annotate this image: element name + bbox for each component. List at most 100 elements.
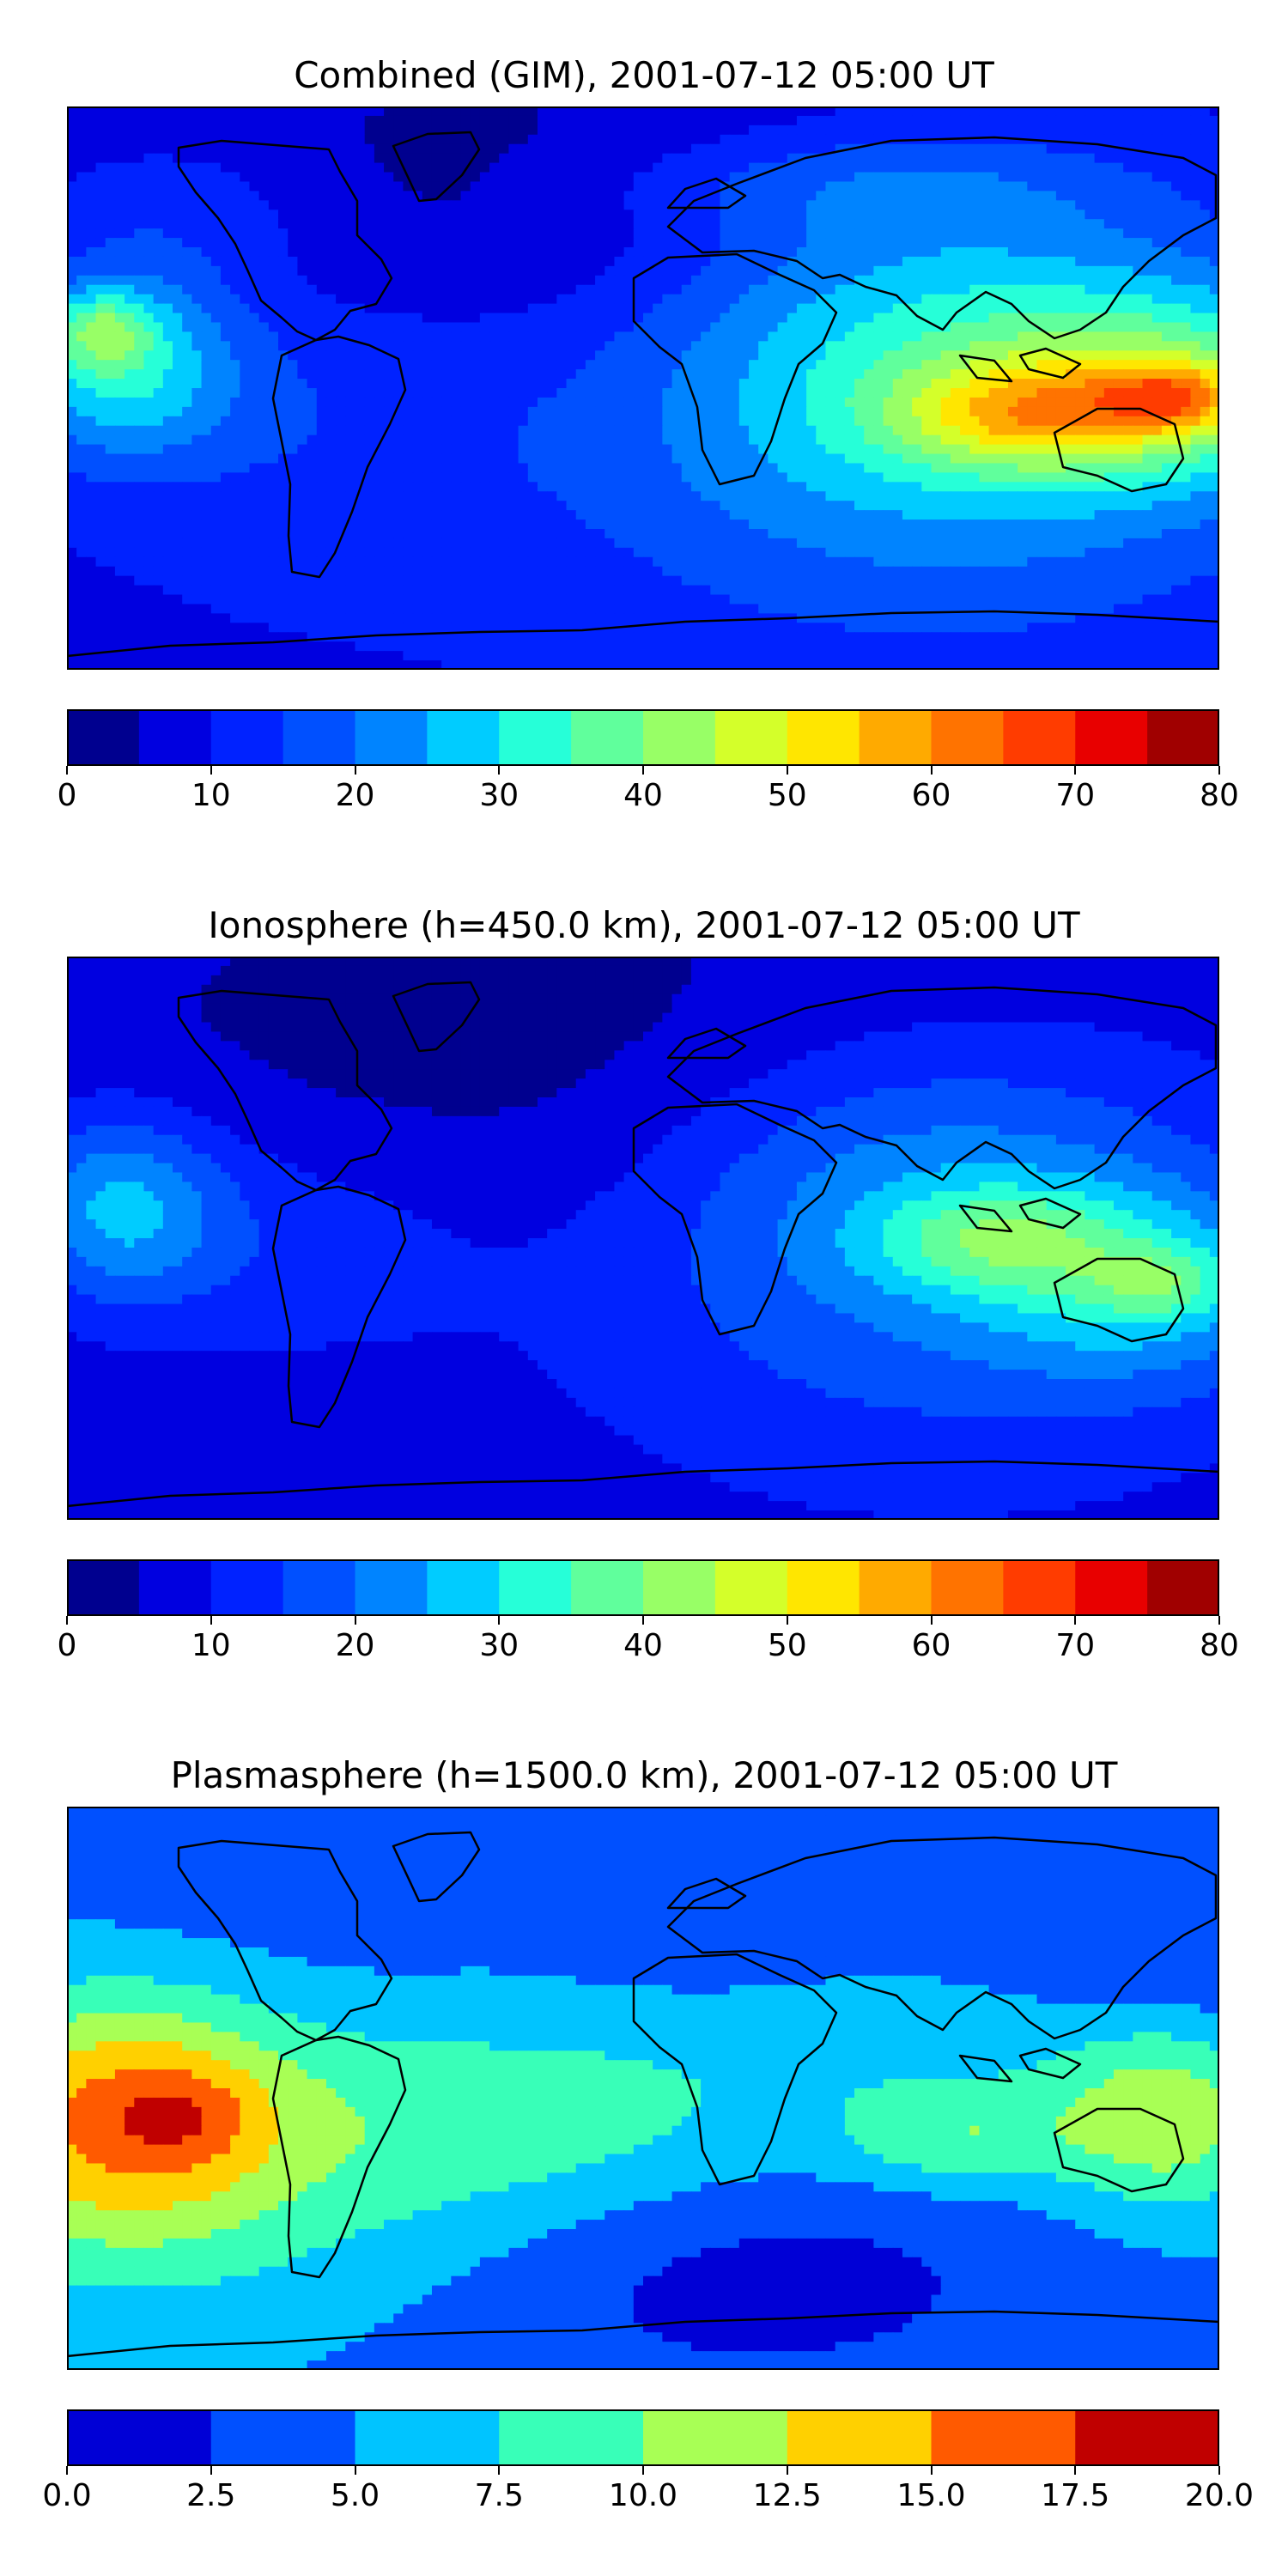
ionosphere-colorbar-tick xyxy=(642,1616,644,1625)
ionosphere-colorbar-segment xyxy=(283,1559,355,1616)
ionosphere-colorbar-tick xyxy=(498,1616,501,1625)
plasmasphere-colorbar-tick xyxy=(66,2466,68,2475)
plasmasphere-colorbar-tick-label: 15.0 xyxy=(896,2478,965,2513)
plasmasphere-colorbar-tick xyxy=(1074,2466,1077,2475)
combined-gim-colorbar-tick-label: 10 xyxy=(191,778,231,813)
plasmasphere-colorbar-ticks: 0.0 2.5 5.0 7.5 10.0 12.5 15.0 17.5 20.0 xyxy=(42,2466,1254,2535)
plasmasphere-colorbar-segment xyxy=(67,2409,212,2466)
plasmasphere-colorbar-tick xyxy=(498,2466,501,2475)
plasmasphere-title: Plasmasphere (h=1500.0 km), 2001-07-12 0… xyxy=(0,1750,1288,1801)
ionosphere-colorbar-segment xyxy=(859,1559,932,1616)
plasmasphere-colorbar-segment xyxy=(931,2409,1076,2466)
combined-gim-colorbar-tick-label: 40 xyxy=(623,778,663,813)
plasmasphere-colorbar xyxy=(67,2409,1219,2466)
combined-gim-colorbar-tick-label: 70 xyxy=(1055,778,1095,813)
ionosphere-colorbar-segment xyxy=(1147,1559,1219,1616)
combined-gim-colorbar-segment xyxy=(1003,709,1076,766)
combined-gim-colorbar-segment xyxy=(138,709,212,766)
combined-gim-colorbar-tick xyxy=(786,766,788,775)
ionosphere-colorbar-segment xyxy=(138,1559,212,1616)
ionosphere-colorbar-tick-label: 60 xyxy=(912,1628,951,1663)
combined-gim-colorbar-tick xyxy=(642,766,644,775)
plasmasphere-colorbar-tick-label: 10.0 xyxy=(609,2478,677,2513)
plasmasphere-colorbar-tick-label: 0.0 xyxy=(42,2478,91,2513)
ionosphere-coastlines xyxy=(67,981,1219,1508)
plasmasphere-colorbar-tick xyxy=(786,2466,788,2475)
combined-gim-colorbar-segment xyxy=(787,709,860,766)
combined-gim-colorbar-segment xyxy=(1147,709,1219,766)
combined-gim-colorbar-segment xyxy=(643,709,716,766)
ionosphere-colorbar-segment xyxy=(499,1559,572,1616)
ionosphere-field xyxy=(67,957,1219,1520)
plasmasphere-colorbar-tick xyxy=(354,2466,356,2475)
combined-gim-colorbar-segment xyxy=(571,709,644,766)
plasmasphere-colorbar-segment xyxy=(787,2409,932,2466)
combined-gim-colorbar-segment xyxy=(714,709,788,766)
ionosphere-colorbar-tick xyxy=(66,1616,68,1625)
plasmasphere-field xyxy=(67,1807,1219,2370)
ionosphere-colorbar-tick xyxy=(1218,1616,1220,1625)
combined-gim-colorbar-tick-label: 30 xyxy=(479,778,519,813)
combined-gim-colorbar xyxy=(67,709,1219,766)
combined-gim-colorbar-tick xyxy=(930,766,933,775)
ionosphere-colorbar-tick-label: 80 xyxy=(1200,1628,1239,1663)
combined-gim-field xyxy=(67,106,1219,670)
combined-gim-colorbar-tick xyxy=(354,766,356,775)
ionosphere-colorbar xyxy=(67,1559,1219,1616)
ionosphere-colorbar-segment xyxy=(714,1559,788,1616)
combined-gim-colorbar-segment xyxy=(1075,709,1148,766)
ionosphere-colorbar-tick-label: 50 xyxy=(768,1628,807,1663)
ionosphere-colorbar-tick xyxy=(930,1616,933,1625)
ionosphere-colorbar-tick xyxy=(786,1616,788,1625)
ionosphere-colorbar-segment xyxy=(643,1559,716,1616)
combined-gim-colorbar-segment xyxy=(210,709,284,766)
combined-gim-colorbar-tick xyxy=(210,766,212,775)
ionosphere-colorbar-tick xyxy=(210,1616,212,1625)
combined-gim-colorbar-segment xyxy=(859,709,932,766)
ionosphere-colorbar-segment xyxy=(210,1559,284,1616)
combined-gim-colorbar-segment xyxy=(499,709,572,766)
plasmasphere-colorbar-tick-label: 5.0 xyxy=(331,2478,380,2513)
ionosphere-colorbar-segment xyxy=(571,1559,644,1616)
plasmasphere-colorbar-tick xyxy=(642,2466,644,2475)
plasmasphere-colorbar-tick xyxy=(210,2466,212,2475)
plasmasphere-colorbar-tick-label: 12.5 xyxy=(753,2478,822,2513)
plasmasphere-colorbar-tick-label: 2.5 xyxy=(186,2478,235,2513)
ionosphere-colorbar-segment xyxy=(67,1559,140,1616)
combined-gim-colorbar-tick-label: 20 xyxy=(336,778,375,813)
combined-gim-colorbar-ticks: 0 10 20 30 40 50 60 70 80 xyxy=(58,766,1239,835)
plasmasphere-colorbar-tick xyxy=(1218,2466,1220,2475)
combined-gim-map xyxy=(67,106,1219,670)
ionosphere-colorbar-tick-label: 70 xyxy=(1055,1628,1095,1663)
combined-gim-colorbar-tick xyxy=(1218,766,1220,775)
ionosphere-colorbar-segment xyxy=(1003,1559,1076,1616)
combined-gim-colorbar-tick-label: 0 xyxy=(58,778,77,813)
ionosphere-colorbar-tick xyxy=(354,1616,356,1625)
combined-gim-coastlines xyxy=(67,131,1219,658)
plasmasphere-colorbar-tick-label: 17.5 xyxy=(1041,2478,1109,2513)
plasmasphere-coastlines xyxy=(67,1831,1219,2358)
combined-gim-colorbar-tick xyxy=(498,766,501,775)
combined-gim-colorbar-tick-label: 80 xyxy=(1200,778,1239,813)
plasmasphere-colorbar-segment xyxy=(643,2409,788,2466)
combined-gim-colorbar-segment xyxy=(355,709,428,766)
ionosphere-colorbar-tick-label: 20 xyxy=(336,1628,375,1663)
combined-gim-colorbar-segment xyxy=(427,709,500,766)
ionosphere-colorbar-segment xyxy=(427,1559,500,1616)
ionosphere-title: Ionosphere (h=450.0 km), 2001-07-12 05:0… xyxy=(0,900,1288,951)
plasmasphere-colorbar-segment xyxy=(210,2409,355,2466)
ionosphere-map xyxy=(67,957,1219,1520)
combined-gim-colorbar-segment xyxy=(67,709,140,766)
ionosphere-colorbar-tick-label: 10 xyxy=(191,1628,231,1663)
ionosphere-colorbar-tick-label: 30 xyxy=(479,1628,519,1663)
ionosphere-colorbar-segment xyxy=(931,1559,1004,1616)
combined-gim-colorbar-tick xyxy=(1074,766,1077,775)
ionosphere-colorbar-tick xyxy=(1074,1616,1077,1625)
combined-gim-title: Combined (GIM), 2001-07-12 05:00 UT xyxy=(0,50,1288,101)
plasmasphere-colorbar-tick-label: 7.5 xyxy=(475,2478,524,2513)
combined-gim-colorbar-tick xyxy=(66,766,68,775)
ionosphere-colorbar-tick-label: 0 xyxy=(58,1628,77,1663)
combined-gim-colorbar-segment xyxy=(283,709,355,766)
plasmasphere-colorbar-segment xyxy=(355,2409,500,2466)
combined-gim-colorbar-segment xyxy=(931,709,1004,766)
